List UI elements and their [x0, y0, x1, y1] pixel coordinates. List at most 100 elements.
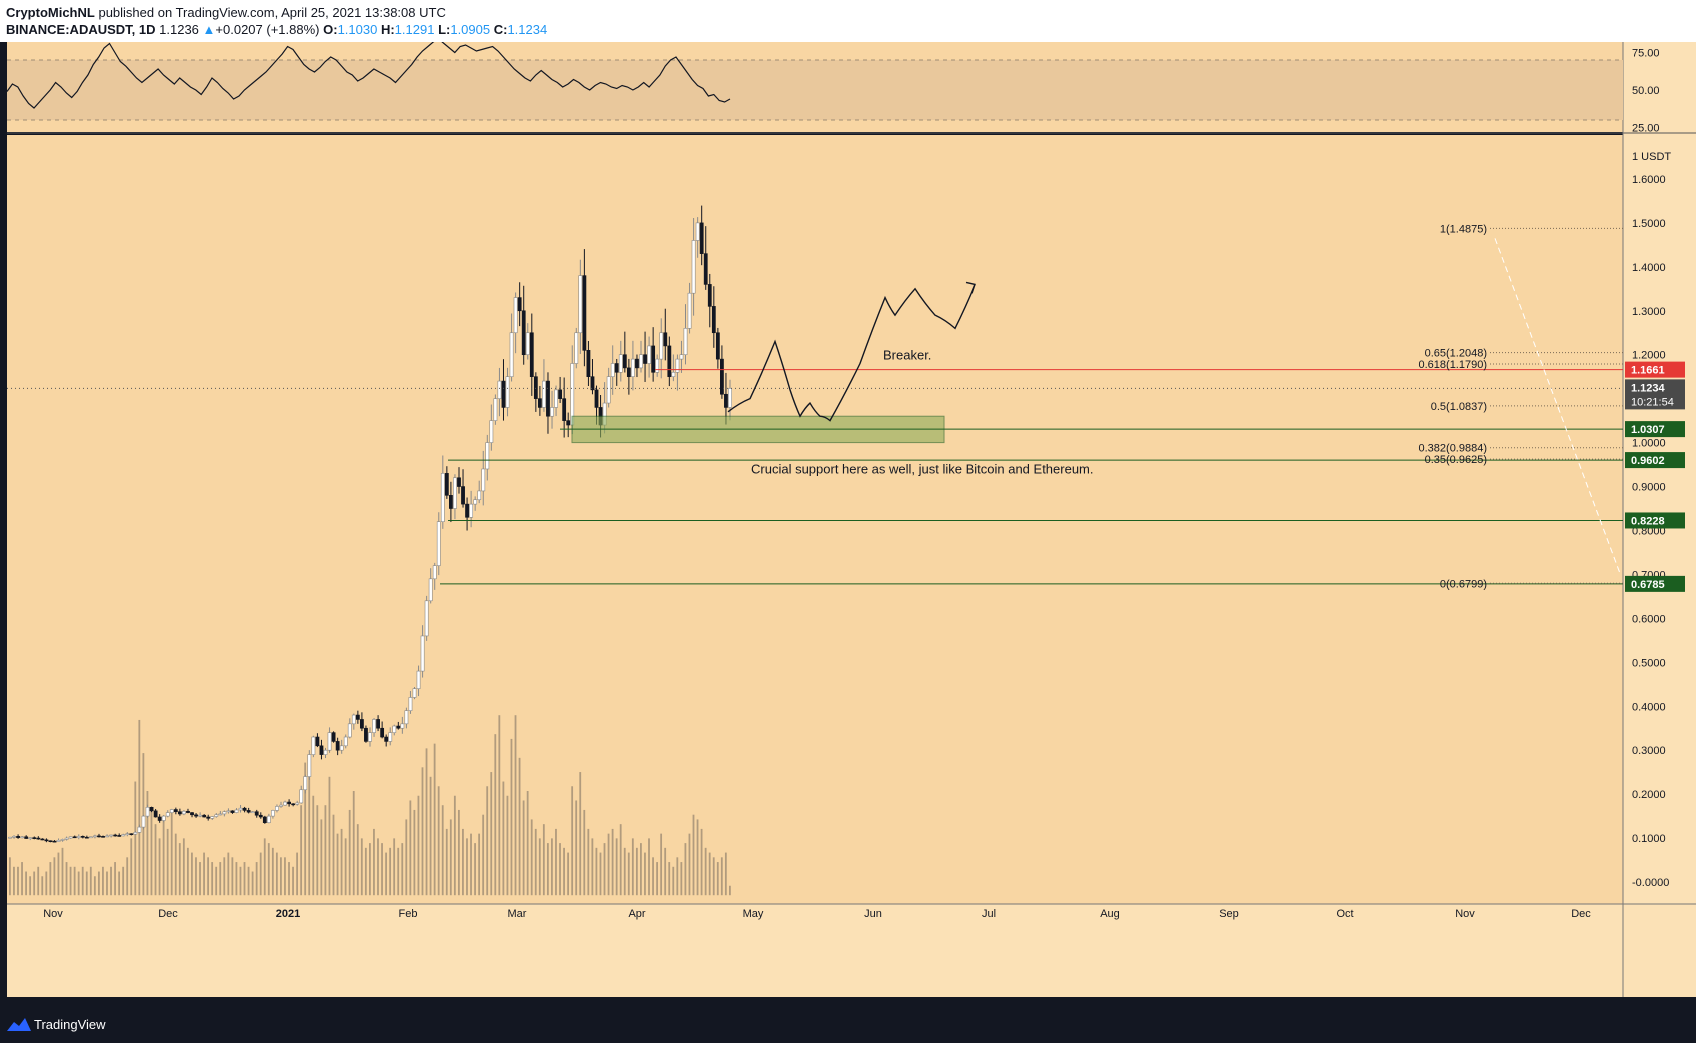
close-value: 1.1234 — [507, 22, 548, 37]
volume-bar — [680, 862, 683, 896]
author-name[interactable]: CryptoMichNL — [6, 5, 95, 20]
candle-body — [590, 376, 595, 391]
candle-body — [578, 275, 583, 334]
close-label: C: — [493, 22, 508, 37]
candle-body — [380, 727, 385, 738]
price-tick-label: 0.2000 — [1632, 789, 1666, 801]
symbol-legend: BINANCE:ADAUSDT, 1D 1.1236 ▲+0.0207 (+1.… — [6, 22, 547, 37]
projected-arrow-icon — [965, 281, 976, 294]
volume-bar — [457, 809, 460, 896]
volume-bar — [631, 838, 634, 896]
candle-body — [720, 358, 724, 395]
time-tick-label: Nov — [43, 908, 63, 920]
volume-bar — [478, 833, 481, 896]
volume-bar — [284, 857, 286, 896]
price-tick-label: 0.5000 — [1632, 657, 1666, 669]
volume-bar — [21, 862, 23, 896]
tradingview-brand[interactable]: TradingView — [34, 1017, 106, 1032]
candle-body — [56, 839, 61, 842]
volume-bar — [114, 862, 116, 896]
candle-body — [626, 367, 631, 377]
volume-bar — [138, 719, 141, 896]
candle-body — [327, 732, 332, 751]
candle-body — [368, 732, 372, 742]
candle-body — [501, 380, 506, 408]
candle-body — [687, 292, 692, 329]
candle-body — [105, 835, 109, 838]
volume-bar — [89, 866, 92, 896]
candle-body — [440, 473, 445, 522]
current-price-value: 1.1234 — [1631, 382, 1666, 394]
candle-body — [149, 807, 154, 812]
candle-body — [485, 442, 490, 470]
price-tick-label: 0.9000 — [1632, 482, 1666, 494]
volume-bar — [599, 852, 602, 896]
candle-body — [497, 380, 502, 399]
candle-body — [643, 354, 647, 364]
candle-body — [24, 836, 29, 839]
publish-line: CryptoMichNL published on TradingView.co… — [6, 5, 446, 20]
countdown-timer: 10:21:54 — [1631, 396, 1674, 408]
candle-body — [505, 376, 510, 408]
volume-bar — [712, 857, 715, 896]
time-tick-label: Mar — [508, 908, 527, 920]
chart-canvas[interactable]: 75.00 50.00 25.00 1.6000 1.5000 1.4000 1.3000 1… — [0, 42, 1696, 1006]
time-tick-label: Apr — [628, 908, 645, 920]
candle-body — [165, 812, 170, 817]
fib-level-label: 1(1.4875) — [1440, 223, 1487, 235]
volume-bar — [255, 862, 258, 896]
candle-body — [234, 809, 239, 813]
projected-path — [727, 284, 976, 422]
volume-bar — [219, 862, 222, 896]
volume-bar — [170, 809, 173, 896]
candle-body — [622, 354, 627, 369]
time-tick-label: Dec — [1571, 908, 1591, 920]
volume-bar — [583, 809, 586, 896]
volume-bar — [676, 857, 679, 896]
candle-body — [266, 815, 271, 824]
symbol-name[interactable]: BINANCE:ADAUSDT, 1D — [6, 22, 156, 37]
candle-body — [554, 389, 558, 408]
volume-bar — [154, 824, 157, 896]
candle-body — [671, 371, 676, 377]
candle-body — [566, 420, 571, 426]
candle-body — [663, 332, 668, 347]
volume-bar — [506, 795, 509, 896]
candle-body — [606, 376, 611, 404]
candle-body — [420, 635, 425, 672]
price-tick-label: 0.6000 — [1632, 613, 1666, 625]
candle-body — [299, 789, 304, 804]
volume-bar — [510, 738, 513, 896]
candle-body — [210, 816, 215, 819]
candle-body — [198, 814, 203, 817]
volume-bar — [207, 857, 210, 896]
tradingview-logo-icon[interactable] — [6, 1015, 32, 1033]
volume-bar — [551, 838, 553, 896]
candle-body — [161, 815, 166, 821]
volume-bar — [304, 762, 307, 896]
candle-body — [562, 398, 567, 421]
candle-body — [477, 490, 482, 501]
candle-body — [72, 836, 77, 839]
volume-bar — [522, 800, 525, 896]
time-tick-label: Aug — [1100, 908, 1120, 920]
candle-body — [489, 420, 494, 443]
volume-bar — [409, 800, 412, 896]
volume-bar — [648, 838, 650, 896]
time-tick-label: 2021 — [276, 908, 300, 920]
volume-bar — [381, 843, 383, 896]
published-text: published on TradingView.com, April 25, … — [98, 5, 446, 20]
candle-body — [412, 688, 417, 698]
candle-body — [153, 810, 158, 818]
candle-body — [323, 749, 328, 755]
volume-bar — [445, 828, 448, 896]
price-axis-bg — [1623, 42, 1696, 904]
volume-bar — [377, 838, 379, 896]
volume-bar — [239, 866, 242, 896]
candle-body — [32, 837, 37, 839]
time-tick-label: Feb — [399, 908, 418, 920]
volume-bar — [162, 819, 165, 896]
volume-bar — [73, 866, 76, 896]
candle-body — [194, 814, 198, 817]
volume-bar — [150, 809, 153, 896]
